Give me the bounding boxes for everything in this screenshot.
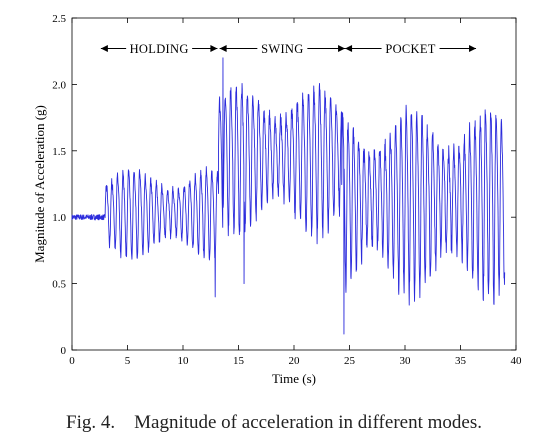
arrow-head-right [210,45,218,53]
x-tick-label: 10 [178,355,190,367]
mode-label-bg [381,39,440,56]
mode-label-holding: HOLDING [130,42,189,56]
y-axis-ticks: 0 0.5 1.0 1.5 2.0 2.5 [52,13,516,357]
acceleration-chart: 0 0.5 1.0 1.5 2.0 2.5 0 5 10 15 20 25 30 35 40 HOLDIN… [32,13,522,386]
arrow-head-left [219,45,227,53]
x-tick-label: 20 [289,355,301,367]
arrow-head-left [345,45,353,53]
y-tick-label: 1.0 [52,212,66,224]
arrow-head-right [469,45,477,53]
x-axis-label: Time (s) [272,371,316,386]
y-tick-label: 2.5 [52,13,66,25]
x-tick-label: 30 [400,355,412,367]
y-tick-label: 2.0 [52,79,66,91]
x-tick-label: 15 [233,355,245,367]
acceleration-line [71,57,506,335]
y-tick-label: 0.5 [52,279,66,291]
x-tick-label: 40 [511,355,523,367]
x-axis-ticks: 0 5 10 15 20 25 30 35 40 [69,18,522,367]
mode-label-swing: SWING [261,42,303,56]
mode-label-bg [126,39,193,56]
arrow-head-right [338,45,346,53]
mode-label-pocket: POCKET [385,42,435,56]
y-tick-label: 0 [61,345,67,357]
x-tick-label: 35 [455,355,467,367]
mode-annotations: HOLDING SWING POCKET [100,39,477,56]
arrow-head-left [100,45,108,53]
x-tick-label: 0 [69,355,75,367]
mode-label-bg [257,39,308,56]
y-axis-label: Magnitude of Acceleration (g) [32,105,47,263]
figure-caption: Fig. 4. Magnitude of acceleration in dif… [66,412,482,433]
x-tick-label: 25 [344,355,356,367]
y-tick-label: 1.5 [52,146,66,158]
x-tick-label: 5 [125,355,131,367]
